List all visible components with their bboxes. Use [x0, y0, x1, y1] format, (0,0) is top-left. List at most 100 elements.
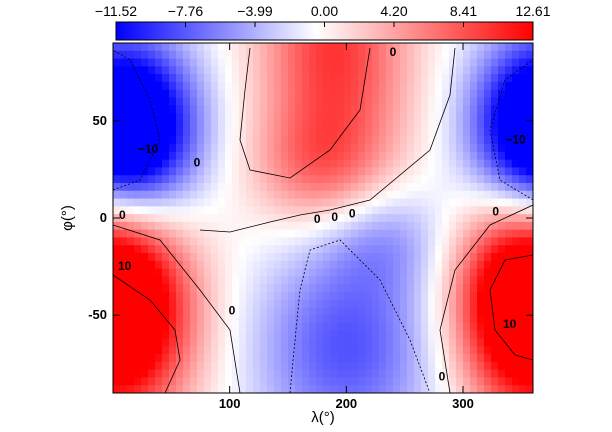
heatmap-cell — [372, 206, 380, 215]
heatmap-cell — [428, 291, 436, 301]
heatmap-cell — [449, 183, 457, 192]
heatmap-cell — [421, 354, 429, 363]
heatmap-cell — [309, 253, 317, 262]
heatmap-cell — [526, 198, 533, 207]
heatmap-cell — [281, 260, 289, 270]
heatmap-cell — [127, 136, 135, 145]
heatmap-cell — [190, 338, 198, 347]
heatmap-cell — [232, 144, 240, 153]
heatmap-cell — [435, 307, 443, 316]
heatmap-cell — [470, 369, 478, 379]
heatmap-cell — [484, 89, 492, 99]
heatmap-cell — [351, 346, 359, 355]
heatmap-cell — [295, 221, 303, 231]
heatmap-cell — [232, 260, 240, 270]
heatmap-cell — [470, 291, 478, 301]
heatmap-cell — [386, 66, 394, 75]
heatmap-cell — [267, 330, 275, 340]
heatmap-cell — [512, 330, 520, 340]
heatmap-cell — [211, 198, 219, 207]
heatmap-cell — [351, 307, 359, 316]
heatmap-cell — [127, 323, 135, 332]
heatmap-cell — [365, 276, 373, 285]
colorbar: −11.52 −7.76 −3.99 0.00 4.20 8.41 12.61 — [95, 3, 551, 41]
heatmap-cell — [113, 144, 121, 153]
heatmap-cell — [183, 323, 191, 332]
heatmap-cell — [491, 190, 499, 200]
heatmap-cell — [505, 74, 513, 83]
heatmap-cell — [526, 190, 533, 200]
heatmap-cell — [113, 330, 121, 340]
heatmap-cell — [358, 151, 366, 161]
heatmap-cell — [477, 144, 485, 153]
heatmap-cell — [274, 361, 282, 371]
heatmap-cell — [225, 354, 233, 363]
heatmap-cell — [414, 120, 422, 130]
heatmap-cell — [267, 105, 275, 114]
heatmap-cell — [162, 268, 170, 277]
heatmap-cell — [421, 136, 429, 145]
heatmap-cell — [477, 253, 485, 262]
heatmap-cell — [204, 50, 212, 60]
heatmap-cell — [127, 74, 135, 83]
heatmap-cell — [456, 190, 464, 200]
heatmap-cell — [470, 97, 478, 106]
heatmap-cell — [274, 291, 282, 301]
heatmap-cell — [337, 291, 345, 301]
heatmap-cell — [134, 136, 142, 145]
heatmap-cell — [463, 50, 471, 60]
heatmap-cell — [162, 330, 170, 340]
heatmap-cell — [519, 307, 527, 316]
heatmap-cell — [281, 167, 289, 176]
heatmap-cell — [512, 74, 520, 83]
heatmap-cell — [498, 291, 506, 301]
heatmap-cell — [141, 214, 149, 223]
heatmap-cell — [519, 361, 527, 371]
heatmap-cell — [407, 307, 415, 316]
heatmap-cell — [456, 260, 464, 270]
heatmap-cell — [197, 291, 205, 301]
heatmap-cell — [463, 206, 471, 215]
heatmap-cell — [358, 167, 366, 176]
heatmap-cell — [407, 338, 415, 347]
heatmap-cell — [365, 66, 373, 75]
heatmap-cell — [519, 113, 527, 122]
heatmap-cell — [113, 105, 121, 114]
heatmap-cell — [379, 369, 387, 379]
heatmap-cell — [512, 338, 520, 347]
heatmap-cell — [218, 66, 226, 75]
heatmap-cell — [372, 144, 380, 153]
heatmap-cell — [176, 330, 184, 340]
heatmap-cell — [302, 159, 310, 169]
heatmap-cell — [344, 385, 352, 393]
heatmap-cell — [134, 190, 142, 200]
heatmap-cell — [169, 105, 177, 114]
heatmap-cell — [463, 245, 471, 254]
heatmap-cell — [421, 268, 429, 277]
heatmap-cell — [491, 198, 499, 207]
heatmap-cell — [449, 323, 457, 332]
heatmap-cell — [162, 291, 170, 301]
heatmap-cell — [470, 113, 478, 122]
heatmap-cell — [134, 183, 142, 192]
heatmap-cell — [484, 58, 492, 67]
heatmap-cell — [309, 260, 317, 270]
heatmap-cell — [225, 50, 233, 60]
heatmap-cell — [505, 284, 513, 293]
heatmap-cell — [512, 58, 520, 67]
heatmap-cell — [267, 229, 275, 239]
heatmap-cell — [372, 50, 380, 60]
heatmap-cell — [330, 183, 338, 192]
heatmap-cell — [267, 299, 275, 309]
heatmap-cell — [260, 245, 268, 254]
heatmap-cell — [323, 89, 331, 99]
heatmap-cell — [337, 66, 345, 75]
heatmap-cell — [260, 81, 268, 91]
heatmap-cell — [176, 89, 184, 99]
heatmap-cell — [456, 183, 464, 192]
heatmap-cell — [211, 284, 219, 293]
heatmap-cell — [239, 354, 247, 363]
heatmap-cell — [239, 245, 247, 254]
heatmap-cell — [470, 377, 478, 386]
heatmap-cell — [197, 237, 205, 246]
